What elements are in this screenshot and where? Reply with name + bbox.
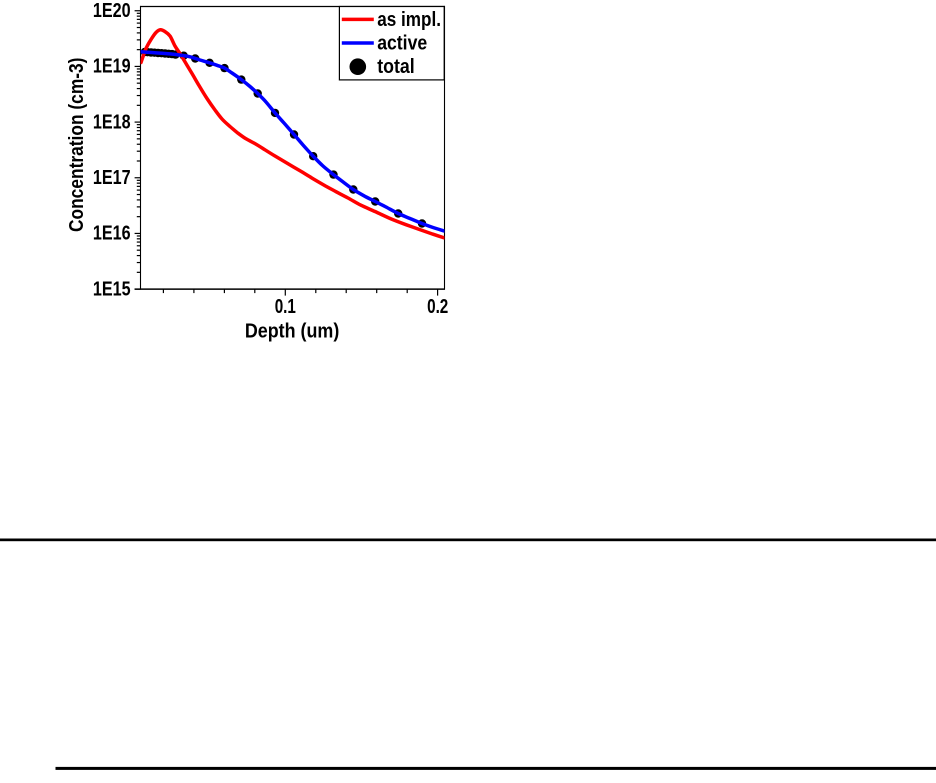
svg-text:as impl.: as impl.: [377, 9, 441, 31]
svg-text:1E20: 1E20: [93, 0, 131, 22]
svg-text:1E17: 1E17: [93, 167, 131, 189]
svg-text:active: active: [377, 32, 427, 54]
svg-text:Concentration (cm-3): Concentration (cm-3): [66, 58, 88, 233]
svg-text:1E19: 1E19: [93, 56, 131, 78]
svg-text:0.1: 0.1: [275, 296, 296, 318]
svg-text:0.2: 0.2: [427, 296, 448, 318]
svg-text:1E18: 1E18: [93, 111, 131, 133]
svg-text:total: total: [377, 56, 415, 78]
svg-text:1E15: 1E15: [93, 278, 131, 300]
svg-text:1E16: 1E16: [93, 223, 131, 245]
svg-text:Depth (um): Depth (um): [245, 320, 339, 342]
